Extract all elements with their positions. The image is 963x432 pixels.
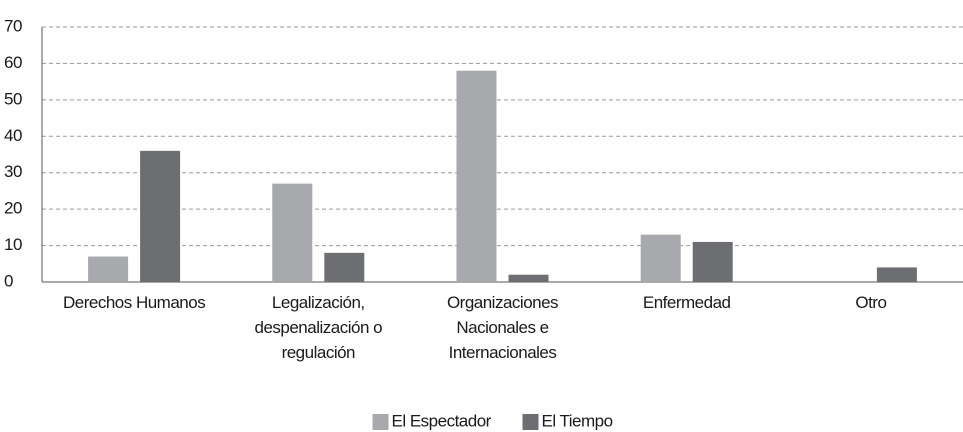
legend-label: El Espectador (392, 411, 492, 430)
y-tick-label: 30 (4, 162, 22, 181)
bar (876, 267, 917, 282)
x-tick-label: Otro (855, 293, 887, 312)
bar (272, 183, 313, 282)
bar (508, 274, 549, 282)
y-tick-label: 50 (4, 89, 22, 108)
y-tick-label: 20 (4, 199, 22, 218)
x-tick-label: Derechos Humanos (62, 293, 206, 312)
legend-swatch (372, 414, 389, 430)
x-tick-label: Organizaciones Nacionales e Internaciona… (446, 293, 559, 362)
y-tick-label: 60 (4, 53, 22, 72)
bar (456, 70, 497, 282)
y-tick-label: 70 (4, 16, 22, 35)
bar (88, 256, 129, 282)
bar (140, 150, 181, 282)
x-tick-label: Legalización, despenalización o regulaci… (254, 293, 383, 362)
bar (324, 252, 365, 282)
y-tick-label: 10 (4, 235, 22, 254)
x-tick-label: Enfermedad (642, 293, 731, 312)
bar (692, 241, 733, 282)
y-tick-label: 40 (4, 126, 22, 145)
bar (640, 234, 681, 282)
legend-label: El Tiempo (542, 411, 613, 430)
y-tick-label: 0 (4, 271, 13, 290)
legend-swatch (522, 414, 539, 430)
